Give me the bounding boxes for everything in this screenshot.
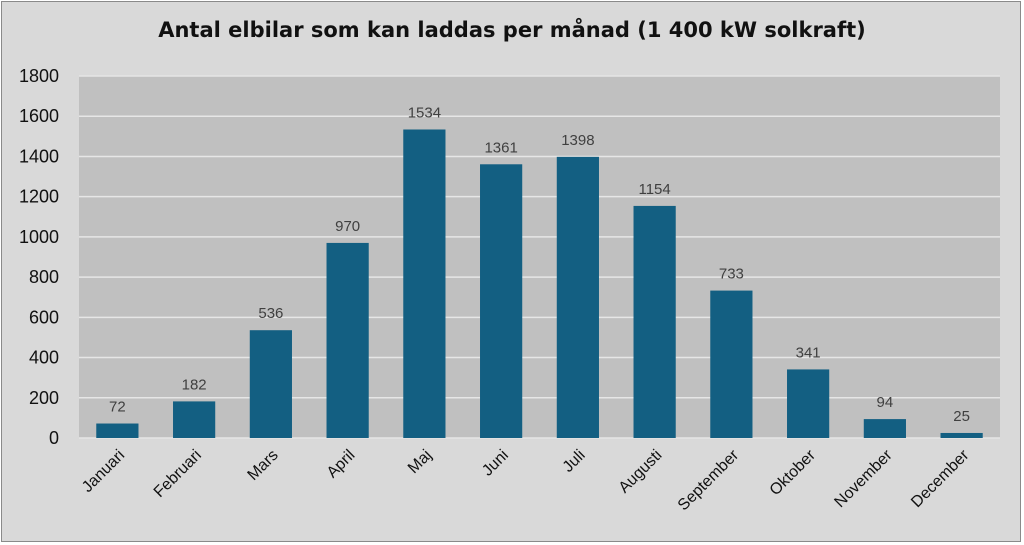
x-tick-label: Oktober: [767, 446, 820, 499]
x-tick-label: Juli: [560, 447, 589, 476]
bars: 72 182 536 970 1534 1361 1398 1154 733 341 94 25: [96, 104, 983, 439]
x-tick-label: Juni: [479, 447, 512, 480]
chart-title: Antal elbilar som kan laddas per månad (…: [158, 18, 866, 42]
y-tick-label: 0: [49, 428, 59, 448]
data-label: 1361: [484, 139, 517, 156]
data-label: 1154: [638, 181, 670, 198]
bar-februari: [173, 401, 216, 438]
y-tick-label: 1800: [19, 66, 59, 86]
y-tick-label: 1600: [19, 106, 59, 126]
bar-oktober: [787, 369, 830, 438]
data-label: 970: [335, 218, 360, 235]
x-tick-label: Maj: [405, 447, 435, 477]
y-tick-label: 1200: [19, 187, 59, 207]
bar-november: [863, 419, 906, 438]
x-tick-label: Mars: [245, 447, 282, 484]
plot-area: [79, 76, 1000, 438]
y-tick-label: 1000: [19, 227, 59, 247]
y-tick-label: 800: [29, 267, 59, 287]
y-tick-label: 600: [29, 307, 59, 327]
data-label: 72: [109, 399, 126, 416]
bar-juni: [480, 164, 523, 438]
data-label: 733: [719, 266, 744, 283]
x-axis: Januari Februari Mars April Maj Juni Juli Augus…: [79, 446, 973, 514]
bar-april: [326, 242, 369, 438]
data-label: 1398: [561, 132, 594, 149]
x-tick-label: December: [908, 446, 973, 511]
x-tick-label: Januari: [79, 447, 128, 496]
bar-mars: [249, 330, 292, 438]
bar-januari: [96, 423, 139, 438]
data-label: 182: [182, 376, 207, 393]
bar-september: [710, 290, 753, 438]
x-tick-label: November: [831, 446, 896, 511]
data-label: 94: [877, 394, 894, 411]
x-tick-label: April: [324, 447, 359, 482]
data-label: 1534: [408, 104, 441, 121]
data-label: 341: [796, 344, 821, 361]
y-tick-label: 400: [29, 348, 59, 368]
y-tick-label: 1400: [19, 146, 59, 166]
gridlines: [79, 75, 1000, 439]
bar-juli: [556, 156, 599, 438]
y-axis: 0 200 400 600 800 1000 1200 1400 1600 1800: [19, 66, 59, 448]
bar-december: [940, 432, 983, 438]
data-label: 25: [953, 408, 970, 425]
bar-maj: [403, 129, 446, 439]
x-tick-label: Augusti: [616, 447, 666, 497]
x-tick-label: Februari: [151, 447, 205, 501]
x-tick-label: September: [675, 446, 743, 514]
data-label: 536: [258, 305, 283, 322]
bar-augusti: [633, 205, 676, 438]
y-tick-label: 200: [29, 388, 59, 408]
